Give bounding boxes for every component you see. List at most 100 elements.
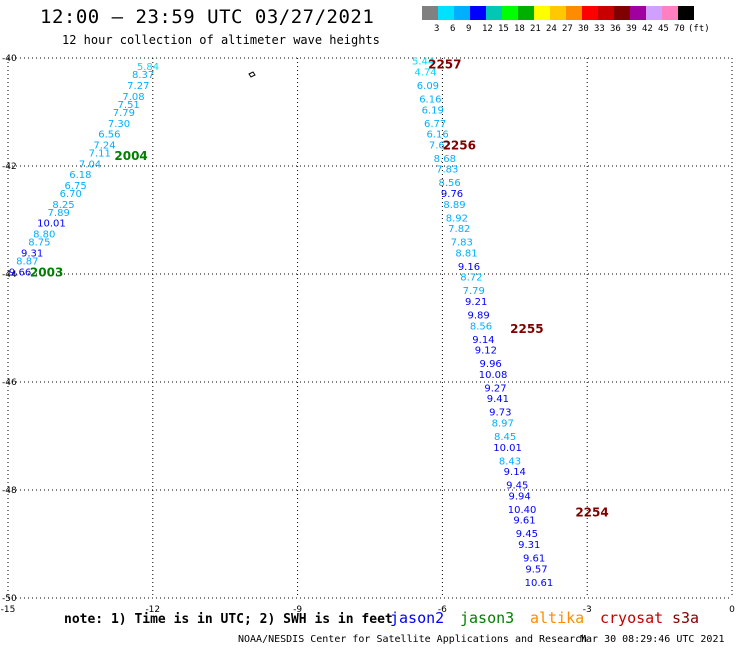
wave-height-value: 8.45	[494, 432, 516, 443]
wave-height-value: 9.31	[21, 248, 43, 259]
wave-height-value: 8.75	[28, 238, 50, 249]
wave-height-value: 8.80	[33, 230, 55, 241]
wave-height-value: 9.66	[9, 267, 31, 278]
wave-height-value: 6.16	[426, 130, 448, 141]
wave-height-value: 7.83	[436, 165, 458, 176]
wave-height-value: 7.11	[89, 149, 111, 160]
y-tick-label: -50	[2, 594, 17, 604]
wave-height-value: 8.72	[460, 273, 482, 284]
color-swatch	[630, 6, 646, 20]
wave-height-value: 8.81	[455, 248, 477, 259]
pass-time-label: 2004	[114, 149, 147, 163]
wave-height-value: 10.08	[479, 370, 508, 381]
wave-height-value: 9.14	[504, 467, 526, 478]
color-swatch	[566, 6, 582, 20]
wave-height-value: 5.84	[137, 62, 159, 73]
wave-height-value: 6.18	[69, 170, 91, 181]
wave-height-value: 10.40	[508, 505, 537, 516]
x-tick-label: -6	[438, 605, 447, 615]
legend-entry-jason2: jason2	[390, 609, 445, 627]
color-swatch	[598, 6, 614, 20]
wave-height-value: 10.01	[37, 219, 66, 230]
wave-height-value: 9.61	[523, 554, 545, 565]
wave-height-value: 9.12	[475, 346, 497, 357]
wave-height-value: 9.45	[506, 481, 528, 492]
x-tick-label: 0	[729, 605, 735, 615]
wave-height-value: 8.97	[492, 419, 514, 430]
wave-height-value: 8.56	[439, 178, 461, 189]
wave-height-value: 7.62	[429, 140, 451, 151]
color-swatch	[582, 6, 598, 20]
color-scale-label: 27	[562, 24, 573, 34]
color-swatch	[550, 6, 566, 20]
color-scale-label: 12	[482, 24, 493, 34]
wave-height-value: 6.09	[417, 81, 439, 92]
wave-height-value: 9.73	[489, 408, 511, 419]
wave-height-value: 9.96	[480, 359, 502, 370]
wave-height-value: 6.16	[419, 95, 441, 106]
wave-height-value: 9.61	[513, 516, 535, 527]
units-note: note: 1) Time is in UTC; 2) SWH is in fe…	[64, 612, 393, 627]
wave-height-value: 8.68	[434, 154, 456, 165]
color-scale-label: 3	[434, 24, 440, 34]
legend-entry-s3a: s3a	[672, 609, 700, 627]
wave-height-value: 6.70	[60, 189, 82, 200]
x-tick-label: -15	[1, 605, 16, 615]
legend-entry-jason3: jason3	[460, 609, 515, 627]
wave-height-value: 7.30	[108, 119, 130, 130]
wave-height-value: 9.31	[518, 540, 540, 551]
wave-height-value: 5.44	[412, 57, 434, 68]
wave-height-value: 7.82	[448, 224, 470, 235]
wave-height-value: 6.75	[64, 181, 86, 192]
wave-height-value: 9.89	[467, 311, 489, 322]
wave-height-value: 8.87	[16, 257, 38, 268]
wave-height-value: 10.61	[525, 578, 554, 589]
wave-height-value: 9.45	[516, 529, 538, 540]
color-scale-label: 30	[578, 24, 589, 34]
color-scale-unit: (ft)	[688, 24, 710, 34]
wave-height-value: 6.19	[422, 105, 444, 116]
wave-height-value: 9.76	[441, 189, 463, 200]
credit-text: NOAA/NESDIS Center for Satellite Applica…	[238, 634, 588, 645]
legend-entry-altika: altika	[530, 609, 585, 627]
wave-height-value: 7.51	[118, 100, 140, 111]
pass-time-label: 2257	[428, 57, 461, 71]
wave-height-value: 9.27	[484, 383, 506, 394]
wave-height-value: 9.21	[465, 297, 487, 308]
wave-height-value: 8.92	[446, 213, 468, 224]
y-tick-label: -46	[2, 378, 17, 388]
wave-height-value: 7.24	[93, 140, 115, 151]
color-scale-label: 18	[514, 24, 525, 34]
color-scale-label: 45	[658, 24, 669, 34]
pass-time-label: 2255	[510, 322, 543, 336]
color-scale-label: 36	[610, 24, 621, 34]
wave-height-value: 7.04	[79, 159, 101, 170]
x-tick-label: -3	[583, 605, 592, 615]
wave-height-value: 6.77	[424, 119, 446, 130]
wave-height-value: 10.01	[493, 443, 522, 454]
color-swatch	[422, 6, 438, 20]
y-tick-label: -42	[2, 162, 17, 172]
color-swatch	[646, 6, 662, 20]
y-tick-label: -40	[2, 54, 17, 64]
page-subtitle: 12 hour collection of altimeter wave hei…	[62, 33, 380, 47]
wave-height-value: 8.43	[499, 456, 521, 467]
color-scale-label: 6	[450, 24, 456, 34]
wave-height-value: 8.56	[470, 321, 492, 332]
wave-height-value: 7.79	[113, 108, 135, 119]
x-tick-label: -9	[293, 605, 302, 615]
wave-height-value: 9.14	[472, 335, 494, 346]
color-swatch	[518, 6, 534, 20]
wave-height-value: 7.79	[463, 286, 485, 297]
color-swatch	[534, 6, 550, 20]
pass-time-label: 2003	[30, 265, 63, 279]
pass-time-label: 2256	[443, 138, 476, 152]
wave-height-value: 7.08	[122, 92, 144, 103]
wave-height-value: 7.83	[451, 238, 473, 249]
color-swatch	[614, 6, 630, 20]
color-swatch	[470, 6, 486, 20]
wave-height-value: 8.37	[132, 70, 154, 81]
wave-height-value: 9.94	[508, 491, 530, 502]
color-swatch	[502, 6, 518, 20]
